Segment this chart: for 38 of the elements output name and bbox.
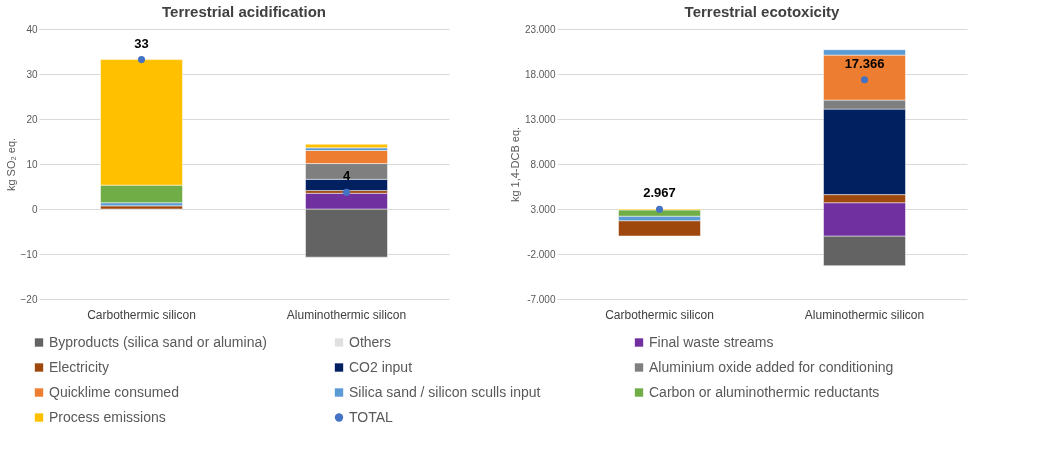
y-tick-label: −20 bbox=[20, 293, 38, 305]
x-tick-label: Carbothermic silicon bbox=[605, 307, 714, 322]
y-tick-label: −10 bbox=[20, 248, 38, 260]
legend-label: Others bbox=[349, 333, 392, 350]
bar bbox=[305, 143, 388, 149]
y-tick-label: 13.000 bbox=[524, 113, 556, 125]
data-label: 2.967 bbox=[643, 185, 676, 201]
data-label: 17.366 bbox=[844, 55, 885, 71]
legend-label: Aluminium oxide added for conditioning bbox=[649, 358, 894, 375]
legend-label: CO2 input bbox=[349, 358, 413, 375]
y-tick-label: 0 bbox=[31, 203, 38, 215]
legend-label: Quicklime consumed bbox=[49, 383, 179, 400]
y-tick-label: -7.000 bbox=[527, 293, 556, 305]
y-tick-label: 40 bbox=[26, 23, 38, 35]
chart-title: Terrestrial acidification bbox=[162, 3, 326, 20]
legend-label: Silica sand / silicon sculls input bbox=[349, 383, 541, 400]
legend-label: Byproducts (silica sand or alumina) bbox=[49, 333, 267, 350]
x-tick-label: Carbothermic silicon bbox=[87, 307, 196, 322]
legend-label: Process emissions bbox=[49, 408, 166, 425]
y-tick-label: 3.000 bbox=[530, 203, 556, 215]
y-axis-title: kg 1,4-DCB eq. bbox=[508, 126, 521, 203]
y-tick-label: 30 bbox=[26, 68, 38, 80]
y-tick-label: 23.000 bbox=[524, 23, 556, 35]
y-tick-label: 20 bbox=[26, 113, 38, 125]
bar bbox=[618, 220, 701, 237]
x-tick-label: Aluminothermic silicon bbox=[804, 307, 925, 322]
y-tick-label: -2.000 bbox=[527, 248, 556, 260]
legend-label: Electricity bbox=[49, 358, 109, 375]
y-tick-label: 8.000 bbox=[530, 158, 556, 170]
legend-label: TOTAL bbox=[349, 408, 394, 425]
y-tick-label: 18.000 bbox=[524, 68, 556, 80]
legend-label: Final waste streams bbox=[649, 333, 774, 350]
y-tick-label: 10 bbox=[26, 158, 38, 170]
chart-title: Terrestrial ecotoxicity bbox=[684, 3, 841, 20]
x-tick-label: Aluminothermic silicon bbox=[286, 307, 407, 322]
y-axis-title: kg SO₂ eq. bbox=[4, 137, 17, 192]
data-label: 33 bbox=[134, 35, 149, 51]
legend-label: Carbon or aluminothermic reductants bbox=[649, 383, 880, 400]
